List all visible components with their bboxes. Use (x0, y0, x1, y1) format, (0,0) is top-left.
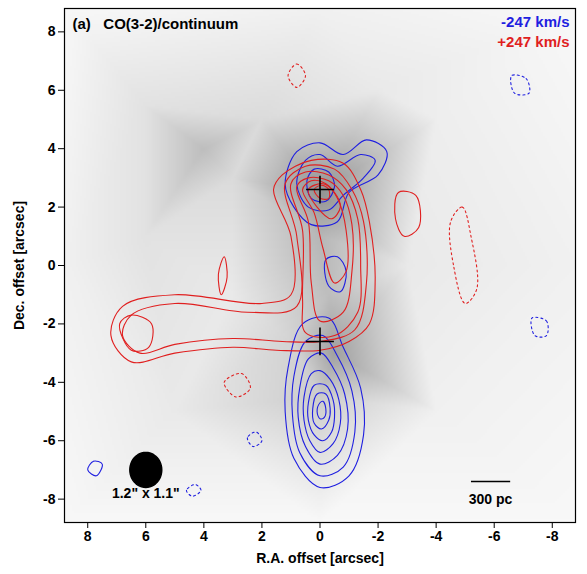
svg-text:Dec. offset [arcsec]: Dec. offset [arcsec] (11, 201, 27, 330)
svg-text:-4: -4 (43, 374, 56, 390)
svg-text:-2: -2 (43, 315, 56, 331)
svg-text:-2: -2 (372, 528, 385, 544)
svg-text:-6: -6 (43, 432, 56, 448)
svg-text:0: 0 (48, 257, 56, 273)
svg-text:8: 8 (84, 528, 92, 544)
svg-text:-8: -8 (43, 491, 56, 507)
svg-text:1.2" x 1.1": 1.2" x 1.1" (112, 485, 180, 501)
svg-text:-6: -6 (488, 528, 501, 544)
svg-text:-8: -8 (546, 528, 559, 544)
svg-text:2: 2 (48, 199, 56, 215)
svg-text:(a) CO(3-2)/continuum: (a) CO(3-2)/continuum (73, 15, 239, 32)
svg-text:-247 km/s: -247 km/s (501, 13, 569, 30)
svg-text:8: 8 (48, 23, 56, 39)
svg-text:0: 0 (316, 528, 324, 544)
svg-text:4: 4 (48, 140, 56, 156)
svg-text:6: 6 (48, 82, 56, 98)
svg-text:R.A. offset [arcsec]: R.A. offset [arcsec] (256, 550, 384, 566)
svg-text:2: 2 (258, 528, 266, 544)
svg-text:4: 4 (200, 528, 208, 544)
svg-text:-4: -4 (430, 528, 443, 544)
svg-text:300 pc: 300 pc (469, 491, 513, 507)
svg-text:6: 6 (142, 528, 150, 544)
svg-text:+247 km/s: +247 km/s (497, 33, 569, 50)
